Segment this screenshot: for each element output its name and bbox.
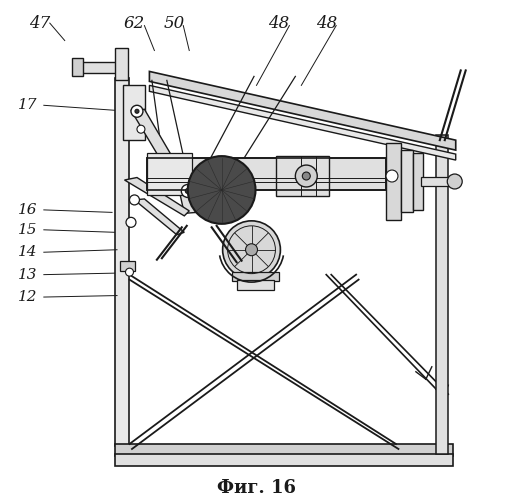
- Text: 15: 15: [17, 223, 37, 237]
- Bar: [123, 86, 145, 140]
- Circle shape: [131, 106, 143, 117]
- Text: 47: 47: [29, 14, 50, 32]
- Text: 50: 50: [164, 14, 185, 32]
- Bar: [114, 78, 129, 446]
- Bar: [236, 280, 274, 289]
- Circle shape: [188, 156, 255, 224]
- Circle shape: [295, 165, 317, 187]
- Text: 62: 62: [124, 14, 145, 32]
- Bar: [120, 260, 135, 270]
- Bar: [386, 142, 401, 220]
- Bar: [147, 158, 386, 190]
- Polygon shape: [149, 72, 456, 150]
- Circle shape: [126, 218, 136, 228]
- Bar: [231, 272, 279, 280]
- Text: 12: 12: [17, 290, 37, 304]
- Circle shape: [129, 195, 140, 205]
- Circle shape: [185, 188, 190, 194]
- Text: 16: 16: [17, 203, 37, 217]
- Circle shape: [447, 174, 462, 189]
- Bar: [114, 454, 453, 466]
- Circle shape: [246, 244, 258, 256]
- Text: 14: 14: [17, 245, 37, 259]
- Bar: [436, 135, 448, 454]
- Bar: [77, 62, 117, 73]
- Polygon shape: [149, 86, 456, 160]
- Polygon shape: [134, 199, 184, 235]
- Circle shape: [223, 221, 281, 278]
- Circle shape: [386, 170, 398, 182]
- Bar: [72, 58, 83, 76]
- Bar: [147, 158, 386, 190]
- Circle shape: [137, 125, 145, 133]
- Circle shape: [302, 172, 310, 180]
- Text: 48: 48: [315, 14, 337, 32]
- Bar: [147, 152, 192, 195]
- Bar: [401, 150, 413, 212]
- Polygon shape: [180, 190, 196, 214]
- Bar: [421, 177, 451, 186]
- Text: 13: 13: [17, 268, 37, 281]
- Polygon shape: [131, 110, 192, 191]
- Polygon shape: [125, 178, 189, 216]
- Circle shape: [181, 184, 194, 198]
- Bar: [114, 48, 128, 80]
- Circle shape: [135, 110, 139, 114]
- Text: Фиг. 16: Фиг. 16: [217, 479, 296, 497]
- Text: 17: 17: [17, 98, 37, 112]
- Bar: [114, 444, 453, 456]
- Text: 48: 48: [268, 14, 289, 32]
- Bar: [277, 156, 329, 196]
- Bar: [413, 152, 423, 210]
- Circle shape: [126, 268, 133, 276]
